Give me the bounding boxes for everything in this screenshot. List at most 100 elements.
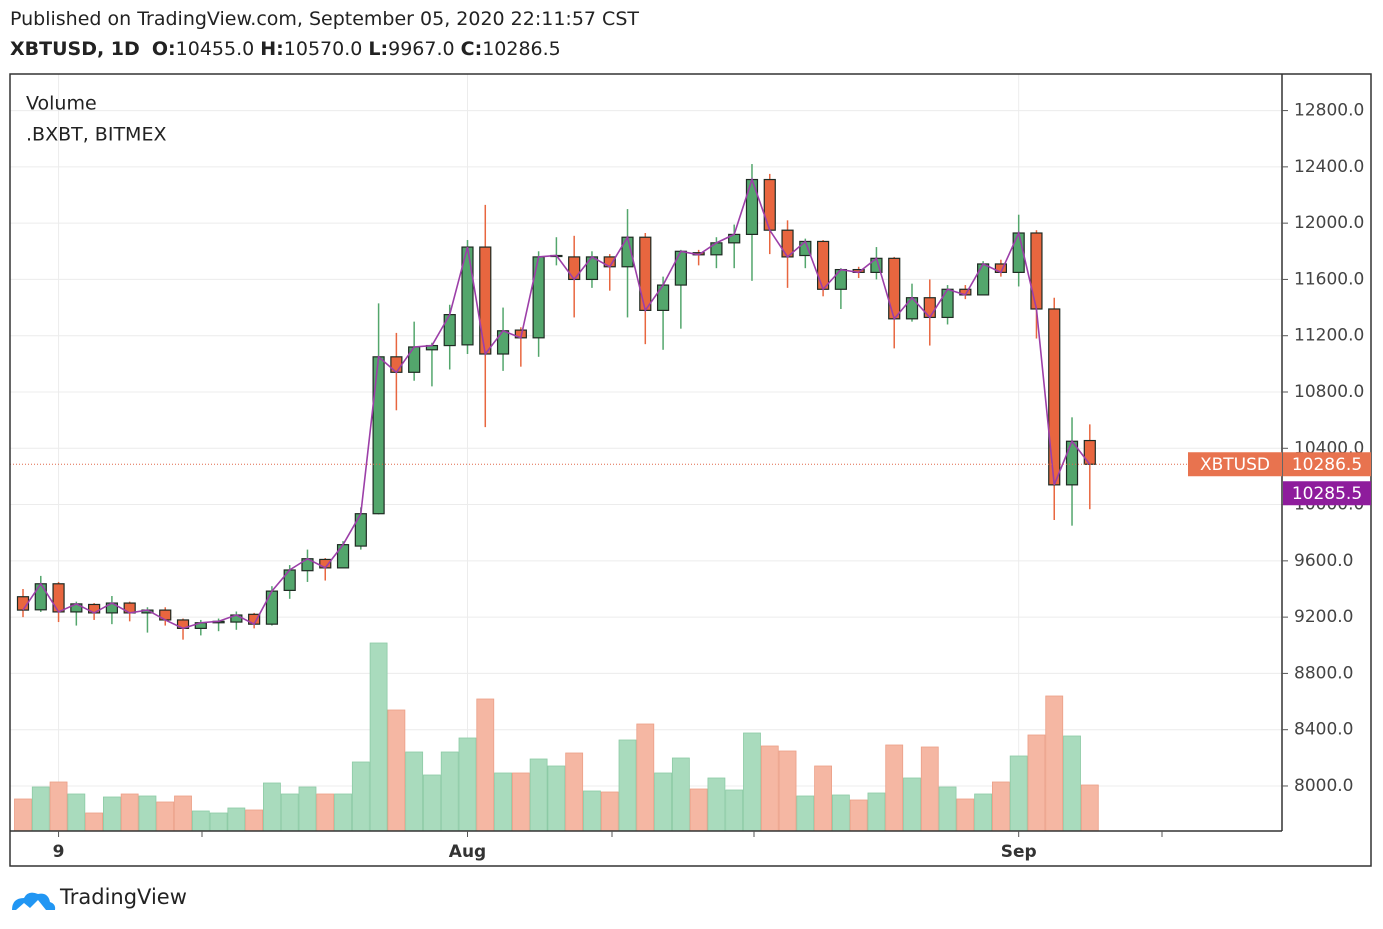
candle-body [16, 596, 30, 611]
y-tick-label: 11600.0 [1294, 269, 1364, 289]
volume-bar [423, 774, 441, 832]
chart-frame [9, 73, 1372, 867]
volume-bar [974, 793, 993, 832]
volume-bar [263, 782, 281, 832]
ohlc-value: 10570.0 [283, 38, 363, 60]
volume-bar [529, 758, 548, 832]
index-price-label: 10285.5 [1292, 484, 1362, 504]
ohlc-label: O: [151, 38, 176, 60]
volume-bar [903, 777, 921, 832]
volume-bar [227, 807, 246, 832]
candle-body [834, 268, 847, 290]
ohlc-label: H: [260, 38, 284, 60]
candle-body [763, 178, 776, 231]
volume-bar [14, 798, 32, 832]
ohlc-value: 10286.5 [482, 38, 561, 60]
candle-body [354, 513, 367, 547]
candle-body [923, 297, 936, 319]
candle-body [496, 330, 510, 355]
candle-body [336, 544, 350, 569]
volume-bar [1045, 695, 1064, 832]
ohlc-label: C: [460, 38, 483, 60]
volume-bar [174, 795, 192, 832]
volume-bar [458, 737, 477, 832]
volume-bar [796, 795, 815, 832]
volume-bar [298, 786, 317, 832]
volume-bar [1009, 755, 1028, 832]
volume-bar [583, 790, 601, 832]
candle-body [265, 590, 279, 625]
minor-ticks [201, 831, 1163, 837]
volume-bar [120, 793, 139, 832]
volume-bar [209, 812, 228, 832]
x-tick-label: Aug [449, 842, 486, 862]
volume-bar [831, 794, 850, 832]
volume-bar [31, 786, 50, 832]
volume-bar [956, 798, 975, 832]
volume-bar [245, 809, 264, 832]
symbol-line: XBTUSD, 1D O:10455.0 H:10570.0 L:9967.0 … [10, 38, 561, 60]
volume-bar [1027, 734, 1046, 832]
candle-body [941, 288, 954, 319]
volume-bar [191, 810, 210, 832]
volume-bar [547, 765, 566, 832]
volume-bar [85, 812, 104, 832]
volume-bar [814, 765, 832, 832]
symbol-label: XBTUSD [1200, 455, 1270, 475]
candle-body [977, 263, 990, 296]
index-price-box [1283, 481, 1371, 506]
published-note: Published on TradingView.com, September … [10, 8, 639, 30]
candle-body [532, 256, 545, 339]
candle-body [568, 256, 581, 281]
candle-body [816, 240, 830, 290]
candle-body [745, 178, 759, 236]
volume-bar [440, 751, 459, 832]
volume-bar [49, 781, 68, 832]
candle-body [639, 236, 652, 311]
volume-bar [938, 786, 957, 832]
x-tick-label: 9 [53, 842, 65, 862]
volume-bar [334, 793, 352, 832]
volume-bar [565, 752, 584, 832]
volume-bar [867, 792, 886, 832]
candle-body [1048, 308, 1061, 486]
candle-body [372, 356, 385, 515]
volume-bar [138, 795, 157, 832]
candle-body [408, 346, 421, 373]
y-tick-label: 8000.0 [1294, 776, 1353, 796]
candle-body [1083, 439, 1096, 465]
volume-bar [707, 777, 726, 832]
y-tick-label: 9600.0 [1294, 551, 1353, 571]
volume-bar [743, 732, 761, 832]
volume-bar [369, 642, 388, 832]
candle-body [1065, 440, 1079, 486]
candle-body [283, 569, 296, 591]
candle-body [52, 583, 65, 613]
y-tick-label: 10800.0 [1294, 382, 1364, 402]
volume-bar [316, 793, 335, 832]
candle-body [585, 256, 599, 281]
candle-body [443, 314, 456, 347]
volume-bar [992, 781, 1010, 832]
index-line [22, 177, 1091, 630]
volume-bar [1063, 735, 1081, 832]
volume-bar [885, 744, 904, 832]
volume-bar [689, 788, 708, 832]
volume-bar [351, 761, 370, 832]
legend-index: .BXBT, BITMEX [26, 124, 166, 146]
volume-bar [156, 801, 175, 832]
volume-bar [920, 746, 939, 832]
volume-bar [1080, 784, 1099, 832]
volume-bar [280, 793, 299, 832]
y-tick-label: 11200.0 [1294, 326, 1364, 346]
ohlc-label: L: [368, 38, 389, 60]
y-tick-label: 12400.0 [1294, 157, 1364, 177]
ohlc-value: 10455.0 [175, 38, 255, 60]
volume-bar [600, 791, 619, 832]
legend-volume: Volume [26, 93, 97, 115]
price-box [1283, 452, 1371, 477]
symbol-box [1188, 452, 1282, 477]
volume-bar [760, 745, 779, 832]
volume-bar [654, 772, 672, 832]
